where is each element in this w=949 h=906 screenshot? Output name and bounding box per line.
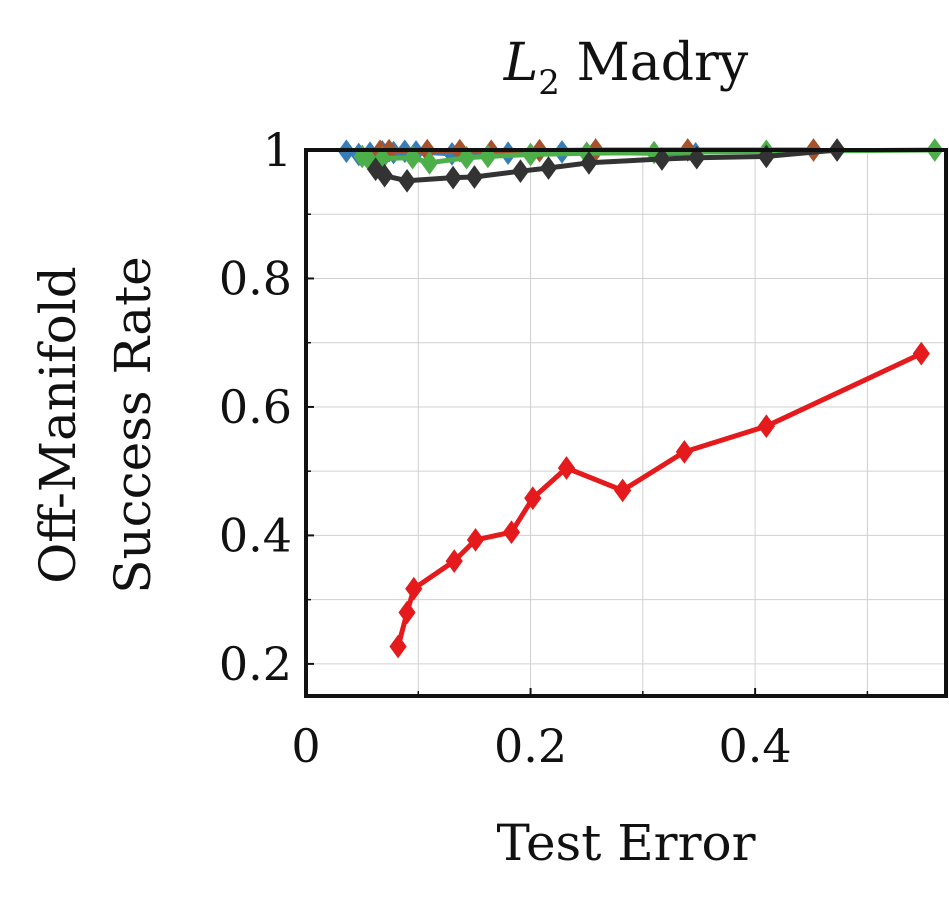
series-point [580, 150, 598, 175]
chart-title: L2 Madry [503, 33, 749, 103]
series-point [398, 168, 416, 193]
series-point [757, 414, 775, 439]
series-point [444, 165, 462, 190]
title-base: L [503, 33, 539, 93]
x-tick-label: 0 [291, 719, 320, 773]
axes [304, 148, 948, 698]
series-point [457, 145, 476, 170]
series-point [375, 163, 394, 188]
y-tick-label: 0.4 [219, 508, 292, 562]
title-subscript: 2 [538, 63, 560, 103]
series-point [445, 549, 463, 573]
x-tick-label: 0.4 [719, 719, 792, 773]
series-point [420, 150, 439, 175]
plot-frame [304, 148, 948, 698]
series-point [539, 156, 558, 180]
y-tick-label: 1 [263, 123, 292, 177]
series-point [557, 456, 576, 480]
series-point [912, 341, 930, 366]
series-line [395, 351, 923, 648]
title-rest: Madry [560, 33, 749, 93]
series-point [502, 520, 521, 545]
y-tick-label: 0.2 [219, 637, 292, 691]
x-axis-label: Test Error [496, 814, 755, 872]
series-point [389, 634, 407, 659]
y-tick-label: 0.6 [219, 380, 292, 434]
y-tick-label: 0.8 [219, 251, 292, 305]
series-point [688, 145, 706, 170]
series-point [465, 165, 484, 189]
series-point [405, 576, 423, 601]
series-point [524, 486, 542, 511]
series-point [404, 145, 422, 170]
series-point [466, 528, 485, 552]
y-axis-label-line-2: Success Rate [104, 256, 162, 594]
series-point [398, 600, 416, 625]
y-axis-label-line-1: Off-Manifold [29, 266, 87, 583]
series-point [511, 159, 530, 184]
ticks: 0.2 0.4 0.6 0.8 1 0 0.2 0.4 [219, 123, 869, 773]
x-tick-label: 0.2 [494, 719, 567, 773]
series-point [675, 440, 694, 464]
series-point [614, 478, 632, 503]
series-layer [337, 138, 944, 659]
series-point [653, 147, 671, 171]
